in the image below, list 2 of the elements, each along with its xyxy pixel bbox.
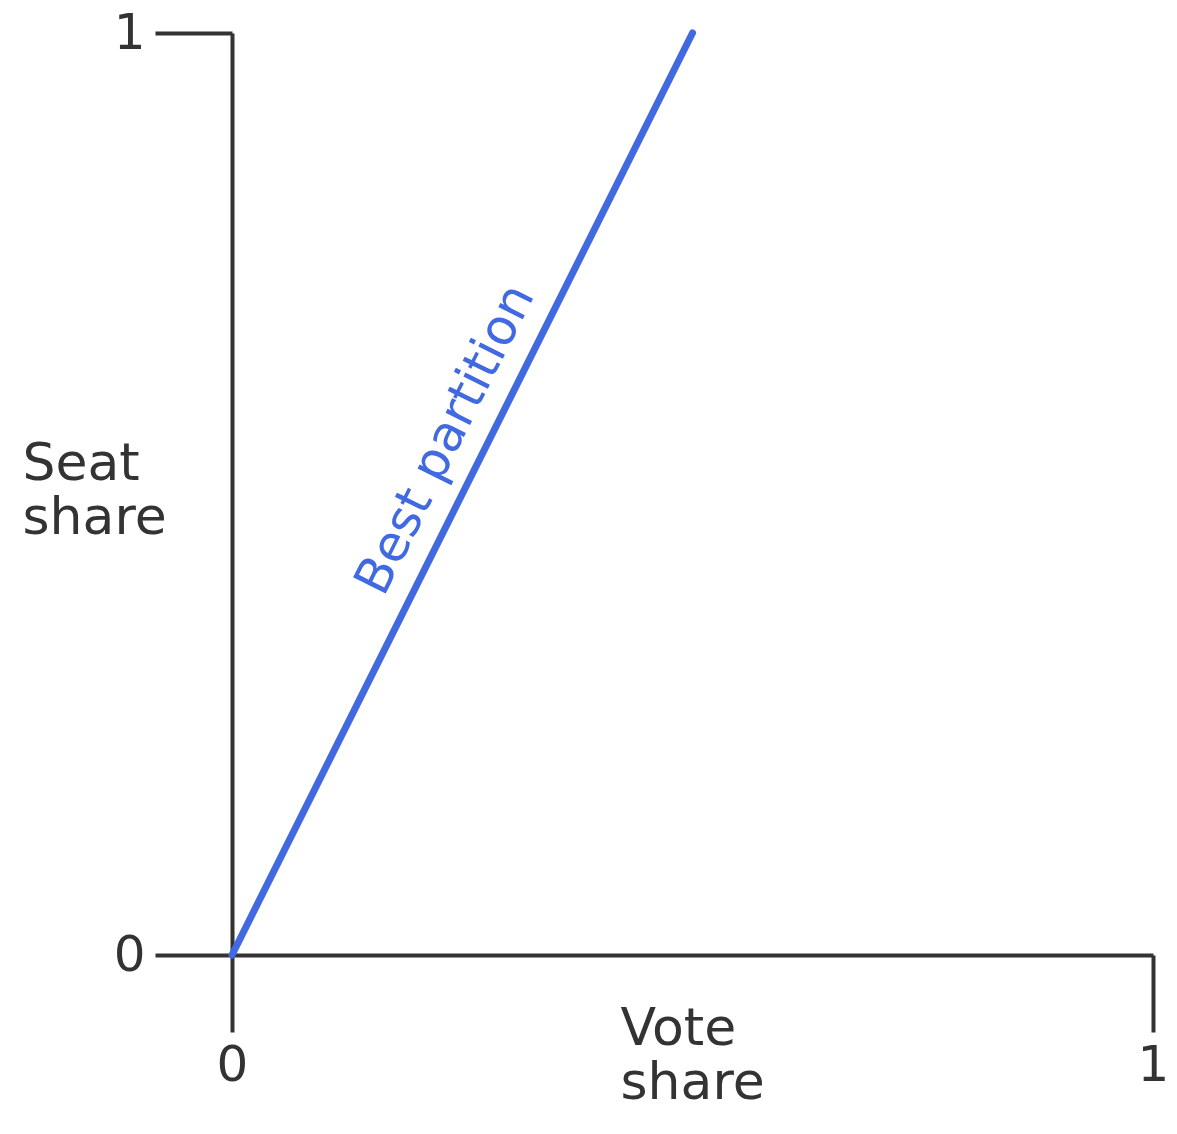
x-axis-title: Vote share	[620, 996, 765, 1111]
y-axis-title: Seat share	[22, 431, 167, 546]
